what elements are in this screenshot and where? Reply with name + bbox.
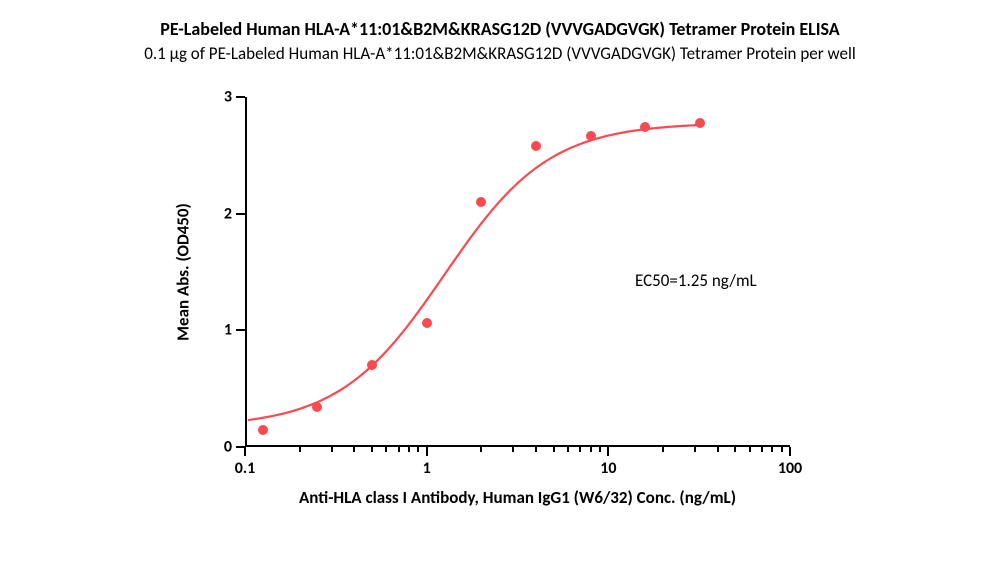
data-point bbox=[640, 122, 650, 132]
y-tick bbox=[236, 329, 245, 331]
x-tick bbox=[789, 447, 791, 456]
x-minor-tick bbox=[331, 447, 333, 452]
x-minor-tick bbox=[398, 447, 400, 452]
data-point bbox=[695, 118, 705, 128]
x-minor-tick bbox=[734, 447, 736, 452]
x-tick-label: 100 bbox=[778, 459, 802, 478]
x-minor-tick bbox=[599, 447, 601, 452]
x-tick bbox=[426, 447, 428, 456]
data-point bbox=[476, 197, 486, 207]
x-minor-tick bbox=[480, 447, 482, 452]
y-tick bbox=[236, 96, 245, 98]
x-tick-label: 1 bbox=[423, 459, 431, 478]
x-minor-tick bbox=[761, 447, 763, 452]
y-axis-label: Mean Abs. (OD450) bbox=[173, 203, 194, 341]
x-tick bbox=[244, 447, 246, 456]
y-tick bbox=[236, 213, 245, 215]
ec50-annotation: EC50=1.25 ng/mL bbox=[635, 270, 757, 291]
x-minor-tick bbox=[353, 447, 355, 452]
x-minor-tick bbox=[553, 447, 555, 452]
x-tick-label: 10 bbox=[600, 459, 616, 478]
x-minor-tick bbox=[579, 447, 581, 452]
x-minor-tick bbox=[512, 447, 514, 452]
x-minor-tick bbox=[408, 447, 410, 452]
x-tick-label: 0.1 bbox=[235, 459, 256, 478]
y-tick-label: 0 bbox=[216, 438, 232, 457]
x-tick bbox=[607, 447, 609, 456]
chart-title: PE-Labeled Human HLA-A*11:01&B2M&KRASG12… bbox=[0, 18, 1000, 41]
data-point bbox=[312, 402, 322, 412]
x-minor-tick bbox=[662, 447, 664, 452]
x-minor-tick bbox=[567, 447, 569, 452]
x-minor-tick bbox=[417, 447, 419, 452]
x-minor-tick bbox=[749, 447, 751, 452]
x-minor-tick bbox=[385, 447, 387, 452]
y-tick-label: 1 bbox=[216, 321, 232, 340]
x-minor-tick bbox=[717, 447, 719, 452]
x-minor-tick bbox=[590, 447, 592, 452]
x-minor-tick bbox=[694, 447, 696, 452]
chart-subtitle: 0.1 μg of PE-Labeled Human HLA-A*11:01&B… bbox=[0, 43, 1000, 64]
x-minor-tick bbox=[535, 447, 537, 452]
data-point bbox=[422, 318, 432, 328]
data-point bbox=[531, 141, 541, 151]
x-minor-tick bbox=[781, 447, 783, 452]
chart-container: PE-Labeled Human HLA-A*11:01&B2M&KRASG12… bbox=[0, 0, 1000, 567]
x-minor-tick bbox=[771, 447, 773, 452]
x-minor-tick bbox=[371, 447, 373, 452]
data-point bbox=[258, 425, 268, 435]
y-tick-label: 3 bbox=[216, 88, 232, 107]
y-tick-label: 2 bbox=[216, 204, 232, 223]
x-minor-tick bbox=[299, 447, 301, 452]
x-axis-label: Anti-HLA class I Antibody, Human IgG1 (W… bbox=[299, 487, 736, 508]
y-tick bbox=[236, 446, 245, 448]
title-block: PE-Labeled Human HLA-A*11:01&B2M&KRASG12… bbox=[0, 18, 1000, 64]
data-point bbox=[367, 360, 377, 370]
data-point bbox=[586, 131, 596, 141]
